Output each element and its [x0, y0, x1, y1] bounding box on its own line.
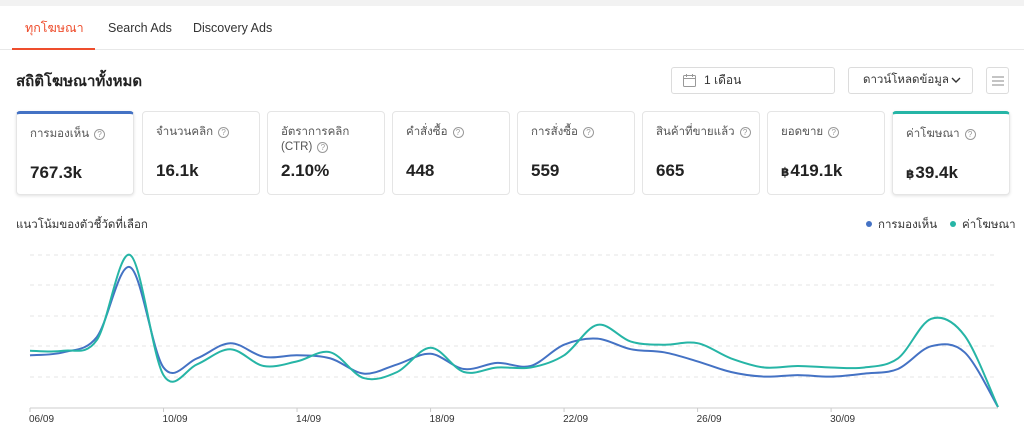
- metric-label-wrap: อัตราการคลิก (CTR)?: [281, 125, 381, 155]
- metric-label: คำสั่งซื้อ: [406, 126, 448, 138]
- help-icon[interactable]: ?: [582, 127, 594, 138]
- trend-line-chart[interactable]: [0, 240, 1024, 414]
- legend-dot: [866, 221, 872, 227]
- metric-label-wrap: ค่าโฆษณา?: [906, 127, 1006, 142]
- x-tick-label: 26/09: [696, 414, 722, 425]
- legend-dot: [950, 221, 956, 227]
- metric-label-wrap: จำนวนคลิก?: [156, 125, 256, 140]
- currency-symbol: ฿: [781, 165, 790, 179]
- metric-value: 2.10%: [281, 161, 330, 180]
- metric-label: สินค้าที่ขายแล้ว: [656, 126, 735, 138]
- metric-value: 665: [656, 161, 685, 180]
- metric-amount: 419.1k: [790, 161, 843, 180]
- metric-value: 448: [406, 161, 435, 180]
- currency-symbol: ฿: [906, 167, 915, 181]
- metric-label: ค่าโฆษณา: [906, 128, 960, 140]
- metric-label-wrap: การมองเห็น?: [30, 127, 130, 142]
- chevron-down-icon: [951, 77, 961, 83]
- metric-label: จำนวนคลิก: [156, 126, 214, 138]
- column-menu-button[interactable]: [986, 67, 1009, 94]
- x-tick-label: 06/09: [29, 414, 55, 425]
- download-data-button[interactable]: ดาวน์โหลดข้อมูล: [848, 67, 973, 94]
- trend-chart-title: แนวโน้มของตัวชี้วัดที่เลือก: [16, 219, 148, 231]
- ad-type-tabs: ทุกโฆษณา Search Ads Discovery Ads: [0, 6, 1024, 50]
- metric-label-wrap: ยอดขาย?: [781, 125, 881, 140]
- series-line-ad-spend[interactable]: [29, 253, 999, 408]
- metric-card-purchases[interactable]: การสั่งซื้อ? 559: [517, 111, 635, 195]
- metric-value: 16.1k: [156, 161, 199, 180]
- metric-card-impressions[interactable]: การมองเห็น? 767.3k: [16, 111, 134, 195]
- metric-value: ฿39.4k: [906, 163, 958, 183]
- metric-label: การมองเห็น: [30, 128, 90, 140]
- date-range-picker[interactable]: 1 เดือน: [671, 67, 835, 94]
- x-tick-label: 30/09: [830, 414, 856, 425]
- x-tick-label: 10/09: [162, 414, 188, 425]
- metric-value: 767.3k: [30, 163, 82, 182]
- metric-label: ยอดขาย: [781, 126, 824, 138]
- help-icon[interactable]: ?: [317, 142, 329, 153]
- help-icon[interactable]: ?: [218, 127, 230, 138]
- metric-label: การสั่งซื้อ: [531, 126, 578, 138]
- list-icon: [992, 76, 1004, 86]
- help-icon[interactable]: ?: [828, 127, 840, 138]
- x-tick-label: 18/09: [429, 414, 455, 425]
- metric-value: 559: [531, 161, 560, 180]
- tab-discovery-ads[interactable]: Discovery Ads: [193, 21, 273, 35]
- x-tick-label: 14/09: [296, 414, 322, 425]
- help-icon[interactable]: ?: [739, 127, 751, 138]
- metric-card-items-sold[interactable]: สินค้าที่ขายแล้ว? 665: [642, 111, 760, 195]
- tab-search-ads[interactable]: Search Ads: [108, 21, 172, 35]
- metric-card-orders[interactable]: คำสั่งซื้อ? 448: [392, 111, 510, 195]
- legend-item-impressions[interactable]: การมองเห็น: [866, 216, 937, 234]
- x-tick-label: 22/09: [563, 414, 589, 425]
- active-tab-indicator: [12, 48, 95, 50]
- metric-card-ctr[interactable]: อัตราการคลิก (CTR)? 2.10%: [267, 111, 385, 195]
- metric-label-wrap: การสั่งซื้อ?: [531, 125, 631, 140]
- metric-label: อัตราการคลิก (CTR): [281, 126, 350, 153]
- metric-amount: 39.4k: [915, 163, 958, 182]
- help-icon[interactable]: ?: [452, 127, 464, 138]
- legend-label: การมองเห็น: [878, 219, 938, 231]
- metric-value: ฿419.1k: [781, 161, 842, 181]
- help-icon[interactable]: ?: [964, 129, 976, 140]
- metric-card-clicks[interactable]: จำนวนคลิก? 16.1k: [142, 111, 260, 195]
- legend-label: ค่าโฆษณา: [962, 219, 1016, 231]
- top-strip: [0, 0, 1024, 6]
- metric-card-ad-spend[interactable]: ค่าโฆษณา? ฿39.4k: [892, 111, 1010, 195]
- series-line-impressions[interactable]: [29, 266, 999, 408]
- metric-card-sales[interactable]: ยอดขาย? ฿419.1k: [767, 111, 885, 195]
- tab-all-ads[interactable]: ทุกโฆษณา: [25, 21, 84, 35]
- legend-item-ad-spend[interactable]: ค่าโฆษณา: [950, 216, 1016, 234]
- metric-label-wrap: สินค้าที่ขายแล้ว?: [656, 125, 756, 140]
- download-data-label: ดาวน์โหลดข้อมูล: [863, 74, 949, 86]
- metric-label-wrap: คำสั่งซื้อ?: [406, 125, 506, 140]
- page-title: สถิติโฆษณาทั้งหมด: [16, 73, 143, 90]
- help-icon[interactable]: ?: [94, 129, 106, 140]
- calendar-icon: [683, 74, 696, 87]
- date-range-value: 1 เดือน: [704, 73, 742, 87]
